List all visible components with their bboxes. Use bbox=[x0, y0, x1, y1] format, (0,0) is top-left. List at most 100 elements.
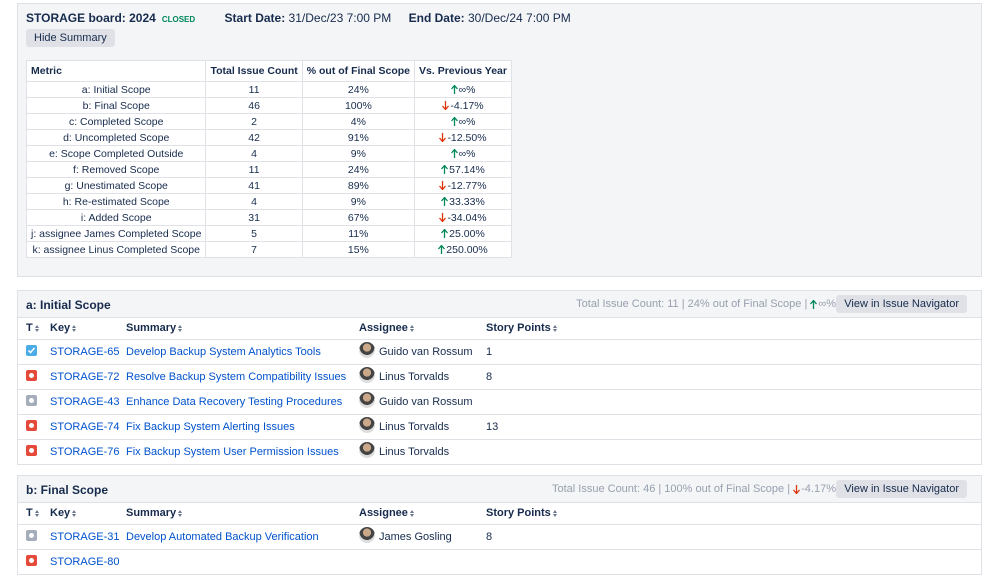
metric-value: 11 bbox=[205, 81, 303, 98]
column-header: % out of Final Scope bbox=[301, 60, 416, 82]
metric-value: 46 bbox=[205, 97, 303, 114]
icon-dot bbox=[29, 558, 34, 563]
issue-row: STORAGE-31 Develop Automated Backup Verif… bbox=[18, 524, 981, 549]
end-date: 30/Dec/24 7:00 PM bbox=[467, 11, 571, 25]
issue-summary[interactable]: Enhance Data Recovery Testing Procedures bbox=[126, 396, 343, 408]
issue-type-icon bbox=[26, 345, 37, 356]
sort-icon bbox=[178, 509, 183, 517]
issue-key[interactable]: STORAGE-31 bbox=[50, 531, 120, 543]
metric-value: 31 bbox=[205, 209, 303, 226]
issue-key[interactable]: STORAGE-76 bbox=[50, 446, 120, 458]
column-label: Key bbox=[50, 322, 71, 334]
section-header: a: Initial Scope Total Issue Count: 11 | … bbox=[18, 291, 981, 317]
status-lozenge: CLOSED bbox=[161, 15, 196, 24]
issue-type-icon bbox=[26, 395, 37, 406]
issue-key[interactable]: STORAGE-74 bbox=[50, 421, 120, 433]
metric-value: 24% bbox=[301, 81, 416, 98]
section-title: a: Initial Scope bbox=[26, 298, 111, 312]
metric-value: 41 bbox=[205, 177, 303, 194]
issue-summary[interactable]: Resolve Backup System Compatibility Issu… bbox=[126, 371, 347, 383]
metric-name: d: Uncompleted Scope bbox=[25, 129, 207, 146]
summary-panel: STORAGE board: 2024 CLOSED Start Date: 31… bbox=[17, 3, 982, 277]
issue-type-icon bbox=[26, 420, 37, 431]
issue-type-icon bbox=[26, 370, 37, 381]
view-navigator-button[interactable]: View in Issue Navigator bbox=[836, 480, 967, 498]
metric-value: 11% bbox=[301, 225, 416, 242]
summary-header: Metric Total Issue Count% out of Final Sc… bbox=[25, 60, 512, 82]
column-header[interactable]: Story Points bbox=[486, 322, 557, 334]
metric-value: 4 bbox=[205, 145, 303, 162]
column-header: Total Issue Count bbox=[205, 60, 303, 82]
sort-icon bbox=[552, 324, 557, 332]
column-header[interactable]: T bbox=[26, 507, 39, 519]
summary-row: c: Completed Scope 2 4% ∞% bbox=[25, 113, 512, 130]
trend-down-icon bbox=[439, 133, 447, 143]
column-header: Vs. Previous Year bbox=[414, 60, 512, 82]
metric-value: 24% bbox=[301, 161, 416, 178]
start-date: 31/Dec/23 7:00 PM bbox=[288, 11, 392, 25]
trend-value: -34.04% bbox=[447, 211, 487, 224]
issue-summary[interactable]: Fix Backup System User Permission Issues bbox=[126, 446, 339, 458]
column-label: Assignee bbox=[359, 322, 408, 334]
page: STORAGE board: 2024 CLOSED Start Date: 31… bbox=[17, 3, 982, 575]
story-points: 8 bbox=[486, 371, 493, 383]
icon-dot bbox=[29, 398, 34, 403]
issue-summary[interactable]: Develop Backup System Analytics Tools bbox=[126, 346, 321, 358]
metric-name: c: Completed Scope bbox=[25, 113, 207, 130]
metric-value: 89% bbox=[301, 177, 416, 194]
issue-type-icon bbox=[26, 445, 37, 456]
assignee-name: Linus Torvalds bbox=[379, 446, 450, 458]
sort-icon bbox=[34, 324, 39, 332]
stats-text: Total Issue Count: 46 | 100% out of Fina… bbox=[551, 483, 791, 495]
issue-summary[interactable]: Fix Backup System Alerting Issues bbox=[126, 421, 295, 433]
issue-key[interactable]: STORAGE-43 bbox=[50, 396, 120, 408]
check-icon bbox=[27, 347, 36, 354]
trend-down-icon bbox=[793, 484, 801, 495]
hide-summary-button[interactable]: Hide Summary bbox=[26, 29, 115, 47]
trend-value: 33.33% bbox=[449, 195, 485, 208]
column-header[interactable]: Story Points bbox=[486, 507, 557, 519]
column-label: T bbox=[26, 507, 33, 519]
trend-up-icon bbox=[441, 228, 449, 239]
issue-summary[interactable]: Develop Automated Backup Verification bbox=[126, 531, 319, 543]
avatar bbox=[359, 442, 375, 459]
metric-value: 7 bbox=[205, 241, 303, 258]
view-navigator-button[interactable]: View in Issue Navigator bbox=[836, 295, 967, 313]
trend-cell: 33.33% bbox=[414, 193, 512, 210]
column-header[interactable]: Summary bbox=[126, 507, 183, 519]
column-header[interactable]: Key bbox=[50, 322, 77, 334]
trend-cell: -4.17% bbox=[414, 97, 512, 114]
trend-cell: -12.77% bbox=[414, 177, 512, 194]
summary-body: a: Initial Scope 11 24% ∞% b: Final Scope 46 1… bbox=[25, 81, 512, 258]
trend-down-icon bbox=[442, 101, 450, 111]
column-header[interactable]: T bbox=[26, 322, 39, 334]
summary-table: Metric Total Issue Count% out of Final Sc… bbox=[25, 60, 512, 258]
trend-value: -4.17% bbox=[450, 99, 484, 112]
trend-cell: 57.14% bbox=[414, 161, 512, 178]
column-header[interactable]: Summary bbox=[126, 322, 183, 334]
issue-row: STORAGE-76 Fix Backup System User Permiss… bbox=[18, 439, 981, 464]
issue-key[interactable]: STORAGE-72 bbox=[50, 371, 120, 383]
assignee: James Gosling bbox=[359, 527, 452, 544]
summary-row: h: Re-estimated Scope 4 9% 33.33% bbox=[25, 193, 512, 210]
avatar bbox=[359, 417, 375, 434]
metric-name: b: Final Scope bbox=[25, 97, 207, 114]
metric-value: 2 bbox=[205, 113, 303, 130]
report-header: STORAGE board: 2024 CLOSED Start Date: 31… bbox=[26, 11, 571, 25]
metric-value: 67% bbox=[301, 209, 416, 226]
sort-icon bbox=[72, 324, 77, 332]
column-header[interactable]: Key bbox=[50, 507, 77, 519]
metric-value: 91% bbox=[301, 129, 416, 146]
metric-value: 5 bbox=[205, 225, 303, 242]
metric-value: 4% bbox=[301, 113, 416, 130]
stats-trend: ∞% bbox=[818, 298, 836, 310]
trend-cell: 250.00% bbox=[414, 241, 512, 258]
avatar bbox=[359, 392, 375, 409]
column-header[interactable]: Assignee bbox=[359, 322, 414, 334]
trend-value: -12.50% bbox=[447, 131, 487, 144]
issue-key[interactable]: STORAGE-80 bbox=[50, 556, 120, 568]
column-header[interactable]: Assignee bbox=[359, 507, 414, 519]
issue-key[interactable]: STORAGE-65 bbox=[50, 346, 120, 358]
issue-row: STORAGE-80 bbox=[18, 549, 981, 574]
trend-cell: ∞% bbox=[414, 145, 512, 162]
